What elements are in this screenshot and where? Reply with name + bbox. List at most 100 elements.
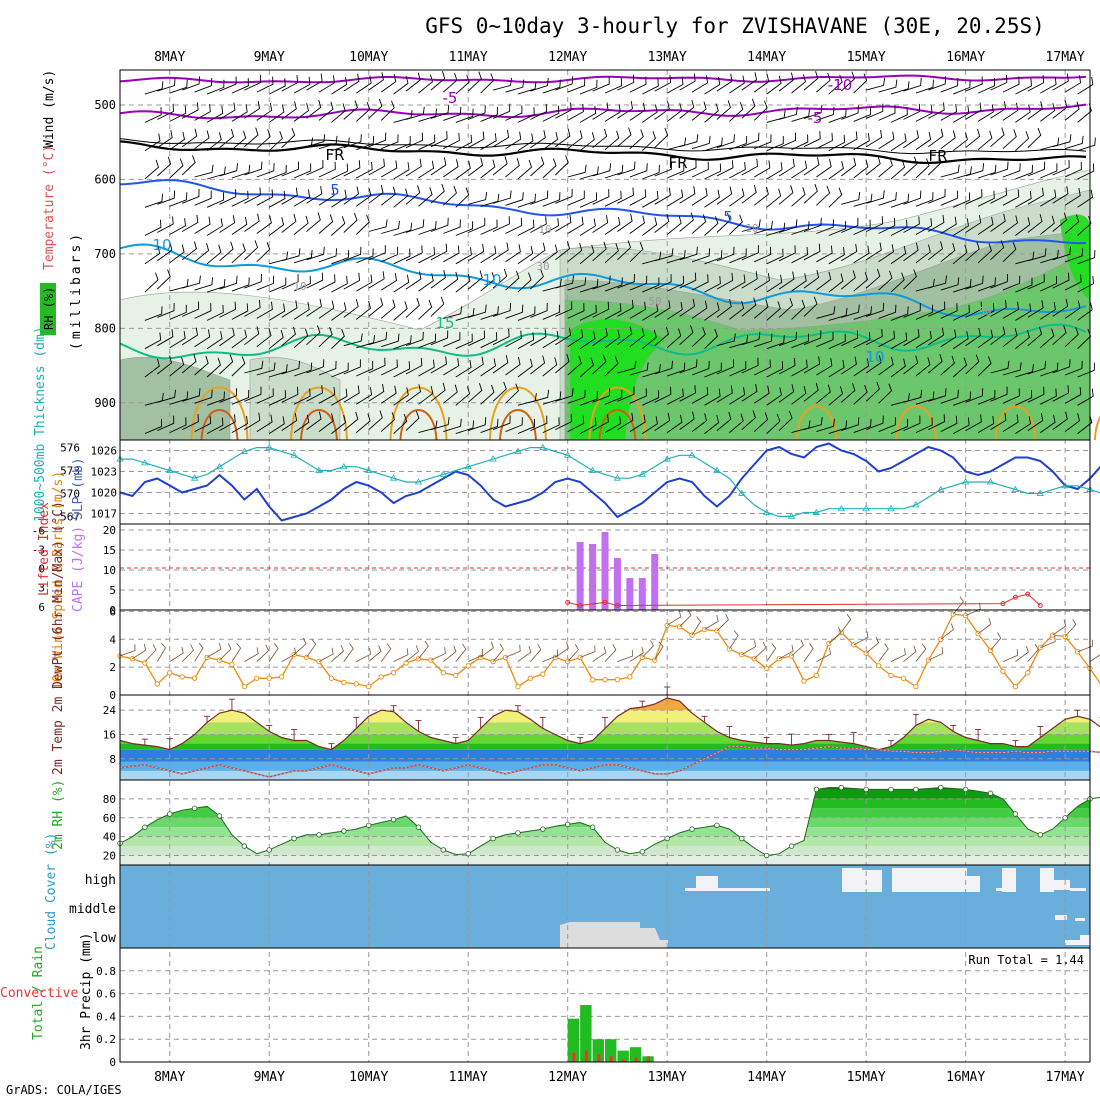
rh-axis-label: RH (%) <box>42 287 56 330</box>
wind-barb <box>480 73 495 94</box>
wind-barb <box>281 187 298 205</box>
wind-barb <box>853 306 872 320</box>
wind-barb <box>803 217 822 232</box>
wind-barb <box>617 300 634 317</box>
wind-barb <box>480 159 496 179</box>
wind-barb <box>1064 300 1081 319</box>
wind-barb <box>505 79 525 93</box>
wind-barb <box>604 329 621 349</box>
wind-barb <box>865 381 880 402</box>
wind-barb <box>791 134 809 151</box>
wind-barb <box>380 186 396 206</box>
wind-barb <box>1015 390 1033 406</box>
rh-contour-label: 10 <box>293 280 306 293</box>
wind-barb <box>816 358 833 376</box>
wind-barb <box>1015 78 1032 95</box>
wind-barb <box>741 331 761 346</box>
rh2m-point <box>689 826 695 832</box>
wind-speed-point <box>154 681 160 687</box>
wind-barb <box>219 388 238 403</box>
wind-barb <box>691 135 711 150</box>
wind-barb <box>629 388 647 404</box>
wind-barb <box>1002 129 1017 150</box>
wind-barb <box>368 383 385 402</box>
wind-barb <box>206 192 224 208</box>
wind-barb <box>592 327 608 347</box>
wind-barb <box>716 385 733 403</box>
wind-barb <box>928 388 947 402</box>
wind-barb <box>940 164 960 178</box>
wind-barb <box>182 188 200 204</box>
wind-barb <box>256 163 275 178</box>
wind-barb <box>244 101 260 119</box>
wind-barb <box>617 240 632 261</box>
wind-barb <box>418 359 435 377</box>
wind-barb <box>915 244 931 264</box>
wind-barb <box>1052 73 1069 91</box>
wind-barb <box>791 108 810 122</box>
temp-contour-freezing <box>119 140 1087 164</box>
wind-barb <box>1015 217 1031 236</box>
wind-barb <box>331 415 347 434</box>
wind-barb <box>965 414 982 431</box>
wind-speed-point <box>229 661 235 667</box>
slp-tick-label: 1017 <box>91 508 118 521</box>
wind-barb <box>517 219 535 236</box>
thickness-marker <box>315 466 323 473</box>
wind-barb <box>380 299 396 319</box>
wind-barb <box>1064 187 1081 206</box>
wind-barb <box>679 385 696 402</box>
wind-barb <box>592 128 608 149</box>
wind-barb <box>381 333 400 348</box>
wind-barb <box>1052 411 1068 430</box>
wind-barb <box>729 274 746 292</box>
wind-barb <box>741 410 756 430</box>
wind-barb <box>704 163 722 180</box>
wind-barb <box>729 214 743 235</box>
wind-barb <box>356 300 371 320</box>
wind-barb <box>169 218 186 235</box>
wind-speed-point <box>913 683 919 690</box>
wind-barb <box>803 157 820 176</box>
wind-barb <box>890 332 908 350</box>
wind-barb <box>853 384 868 405</box>
wind-barb <box>803 105 823 119</box>
wind-barb <box>505 192 524 206</box>
wind-barb <box>405 132 423 149</box>
cloud-block <box>842 868 862 892</box>
surface-wind-barb <box>642 640 654 658</box>
wind-barb <box>853 107 871 122</box>
wind-barb <box>791 359 808 377</box>
wind-barb <box>467 270 483 290</box>
wind-barb <box>741 271 758 289</box>
wind-barb <box>729 413 744 433</box>
wind-barb <box>231 415 248 433</box>
wind-barb <box>940 355 955 376</box>
wind-barb <box>293 76 311 94</box>
wind-barb <box>642 277 660 293</box>
rh2m-point <box>167 811 173 817</box>
wind-barb <box>654 300 671 318</box>
temp-contour-label: 10 <box>152 236 171 254</box>
thickness-marker <box>812 508 821 515</box>
wind-barb <box>281 386 299 403</box>
wind-barb <box>157 329 174 347</box>
wind-barb <box>181 214 199 232</box>
wind-barb <box>1002 362 1022 376</box>
wind-barb <box>455 134 473 152</box>
wind-barb <box>865 355 882 374</box>
wind-barb <box>281 127 296 149</box>
cape-bar <box>638 578 646 610</box>
wind-barb <box>169 330 186 349</box>
wind-barb <box>1040 362 1059 377</box>
wind-barb <box>1002 76 1020 93</box>
wind-barb <box>828 74 843 95</box>
wind-barb <box>629 242 644 263</box>
wind-barb <box>443 418 462 433</box>
rh2m-point <box>490 835 496 842</box>
wind-barb <box>915 158 930 179</box>
wind-barb <box>467 356 484 375</box>
wind-barb <box>430 71 446 91</box>
wind-barb <box>505 383 519 404</box>
wind-barb <box>157 103 174 120</box>
